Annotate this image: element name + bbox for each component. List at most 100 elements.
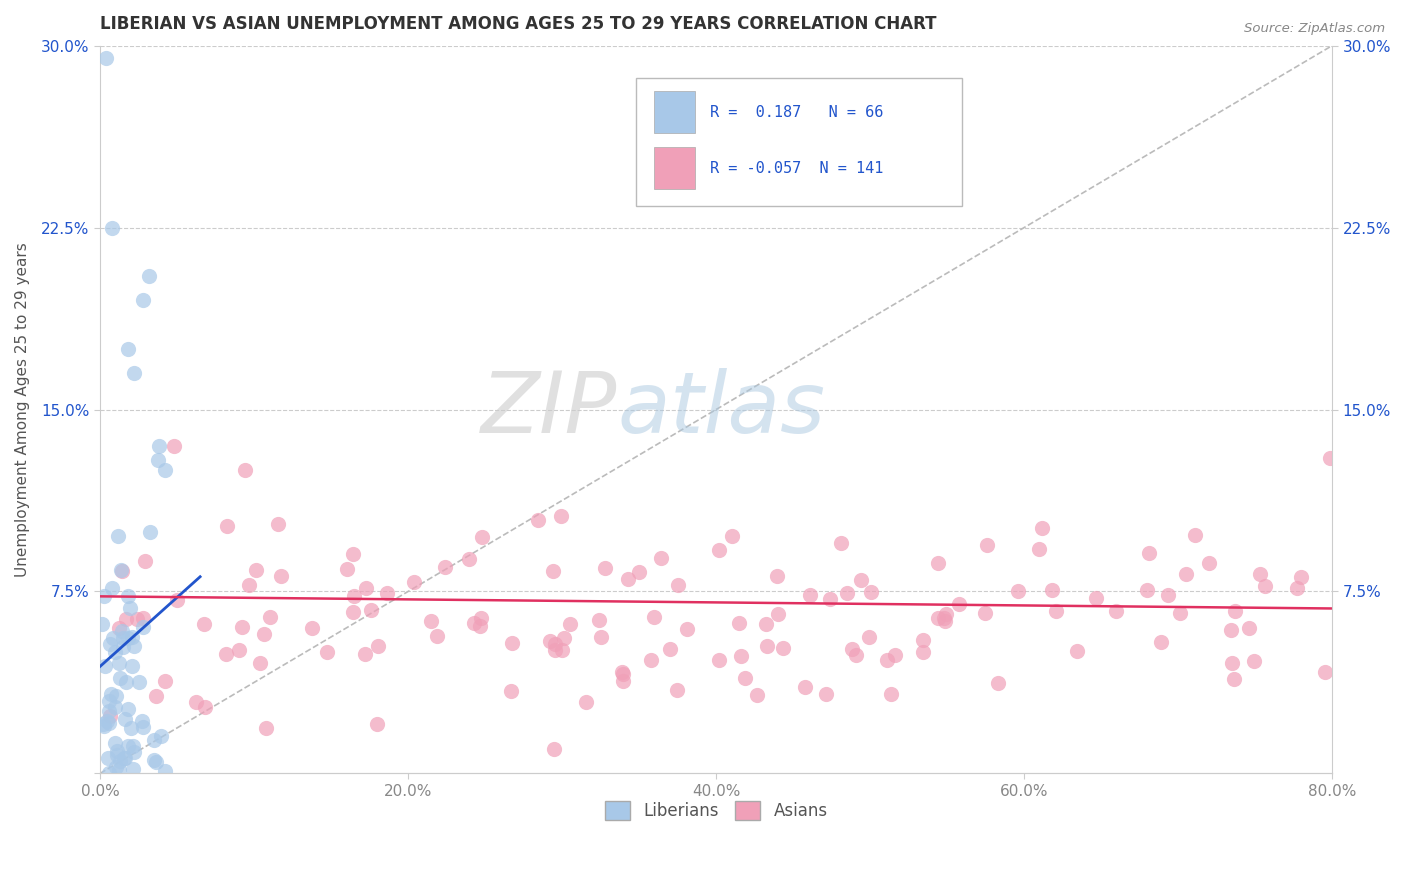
Point xyxy=(131,714,153,728)
Point xyxy=(911,645,934,659)
Point xyxy=(233,463,256,477)
Point xyxy=(1243,654,1265,668)
Point xyxy=(643,610,665,624)
Point xyxy=(122,762,145,776)
Point xyxy=(125,612,148,626)
Point xyxy=(104,645,127,659)
Point xyxy=(772,641,794,656)
Point xyxy=(755,616,778,631)
Point xyxy=(730,648,752,663)
Text: R = -0.057  N = 141: R = -0.057 N = 141 xyxy=(710,161,883,176)
Point xyxy=(1223,672,1246,686)
Point xyxy=(765,569,787,583)
Point xyxy=(934,614,956,628)
Point xyxy=(1045,604,1067,618)
Point xyxy=(612,673,634,688)
FancyBboxPatch shape xyxy=(654,147,695,189)
Point xyxy=(879,687,901,701)
Point xyxy=(463,616,485,631)
Point xyxy=(366,717,388,731)
Point xyxy=(93,719,115,733)
Point xyxy=(153,463,176,477)
Point xyxy=(1289,570,1312,584)
Point xyxy=(143,733,166,747)
Point xyxy=(1220,624,1243,638)
Point xyxy=(110,563,132,577)
Point xyxy=(593,561,616,575)
FancyBboxPatch shape xyxy=(636,78,963,206)
Point xyxy=(259,610,281,624)
Point xyxy=(1319,451,1341,466)
Point xyxy=(254,721,277,735)
Point xyxy=(973,606,995,620)
Point xyxy=(163,439,186,453)
Point xyxy=(238,578,260,592)
Point xyxy=(610,665,633,679)
Point xyxy=(98,694,121,708)
Point xyxy=(666,682,689,697)
Point xyxy=(793,680,815,694)
Point xyxy=(105,744,128,758)
Point xyxy=(628,565,651,579)
Point xyxy=(976,538,998,552)
Point xyxy=(883,648,905,662)
Point xyxy=(728,616,751,631)
Point xyxy=(1198,556,1220,570)
Point xyxy=(720,529,742,543)
Point xyxy=(433,560,456,574)
Point xyxy=(617,573,640,587)
Point xyxy=(97,750,120,764)
Point xyxy=(458,552,481,566)
Point xyxy=(184,695,207,709)
Point xyxy=(132,293,155,308)
Point xyxy=(845,648,868,663)
Point xyxy=(1149,635,1171,649)
Point xyxy=(342,605,364,619)
Point xyxy=(1313,665,1336,679)
Point xyxy=(245,563,267,577)
Point xyxy=(132,720,155,734)
Point xyxy=(676,622,699,636)
Point xyxy=(112,632,135,646)
Point xyxy=(107,747,129,762)
Point xyxy=(217,519,239,533)
Point xyxy=(142,753,165,767)
Point xyxy=(367,640,389,654)
Point xyxy=(911,632,934,647)
Point xyxy=(122,639,145,653)
Point xyxy=(927,611,949,625)
Point xyxy=(98,765,121,780)
Point xyxy=(117,631,139,645)
Point xyxy=(149,729,172,743)
Point xyxy=(987,676,1010,690)
Point xyxy=(1105,604,1128,618)
Point xyxy=(1084,591,1107,606)
Point xyxy=(228,643,250,657)
Point xyxy=(98,708,121,723)
Point xyxy=(876,653,898,667)
Point xyxy=(354,581,377,595)
Point xyxy=(134,554,156,568)
Point xyxy=(145,755,167,769)
Point xyxy=(1028,542,1050,557)
Point xyxy=(1168,606,1191,620)
Point xyxy=(755,640,778,654)
Point xyxy=(117,739,139,754)
Point xyxy=(948,598,970,612)
Point xyxy=(166,592,188,607)
Point xyxy=(360,603,382,617)
Point xyxy=(734,671,756,685)
Point xyxy=(104,689,127,703)
Point xyxy=(859,584,882,599)
Point xyxy=(90,616,112,631)
Point xyxy=(153,674,176,689)
Point xyxy=(551,643,574,657)
Point xyxy=(1220,656,1243,670)
Point xyxy=(103,631,125,645)
Point xyxy=(470,610,492,624)
Point xyxy=(96,714,118,728)
Point xyxy=(666,578,689,592)
Point xyxy=(98,637,121,651)
Point xyxy=(375,586,398,600)
Point xyxy=(471,530,494,544)
